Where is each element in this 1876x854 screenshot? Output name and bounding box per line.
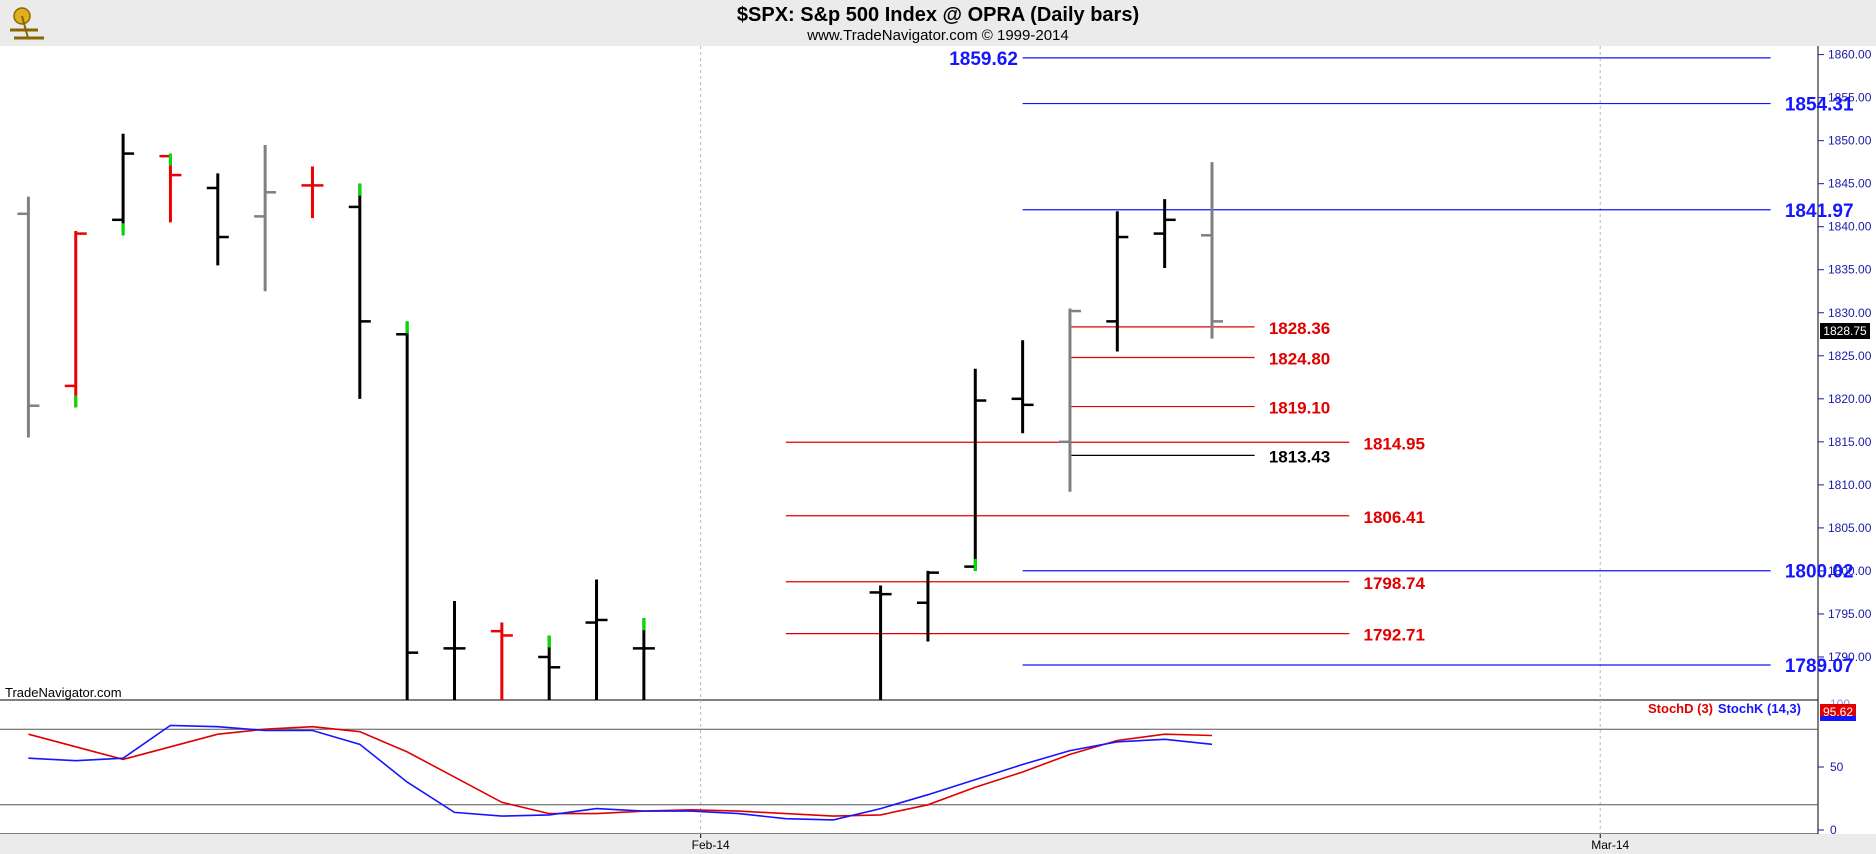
ohlc-bar bbox=[396, 321, 419, 700]
level-label-1789.07: 1789.07 bbox=[1785, 656, 1854, 677]
price-tick-label: 1805.00 bbox=[1828, 521, 1872, 535]
ohlc-bar bbox=[916, 570, 939, 642]
price-tick-label: 1815.00 bbox=[1828, 435, 1872, 449]
level-label-1814.95: 1814.95 bbox=[1364, 434, 1425, 453]
chart-title: $SPX: S&p 500 Index @ OPRA (Daily bars) bbox=[737, 4, 1139, 26]
last-price-badge-text: 1828.75 bbox=[1823, 324, 1867, 338]
ohlc-bar bbox=[1153, 199, 1176, 269]
chart-subtitle: www.TradeNavigator.com © 1999-2014 bbox=[806, 27, 1068, 44]
ohlc-bar bbox=[1201, 162, 1223, 339]
bottom-strip bbox=[0, 834, 1876, 854]
stoch-last-badge-text: 95.62 bbox=[1823, 705, 1853, 719]
price-tick-label: 1845.00 bbox=[1828, 177, 1872, 191]
price-tick-label: 1795.00 bbox=[1828, 607, 1872, 621]
level-label-1828.36: 1828.36 bbox=[1269, 319, 1330, 338]
ohlc-bar bbox=[869, 585, 892, 700]
price-axis-ticks: 1790.00 1795.00 1800.00 1805.00 1810.00 1815.… bbox=[1818, 48, 1872, 664]
last-price-badge bbox=[1820, 323, 1870, 339]
ohlc-bar bbox=[301, 166, 324, 219]
ohlc-bar bbox=[206, 173, 229, 266]
ohlc-bar bbox=[348, 183, 371, 399]
stoch-tick-label: 50 bbox=[1830, 760, 1844, 774]
watermark: TradeNavigator.com bbox=[5, 685, 122, 700]
level-label-1854.31: 1854.31 bbox=[1785, 95, 1854, 116]
ohlc-bar bbox=[538, 635, 561, 700]
price-tick-label: 1835.00 bbox=[1828, 263, 1872, 277]
ohlc-bar bbox=[159, 153, 182, 223]
stoch-tick-label: 0 bbox=[1830, 823, 1837, 837]
vertical-gridlines bbox=[700, 46, 1601, 834]
ohlc-bar bbox=[254, 144, 277, 292]
price-tick-label: 1790.00 bbox=[1828, 650, 1872, 664]
ohlc-bars bbox=[17, 133, 1223, 700]
level-label-1792.71: 1792.71 bbox=[1364, 626, 1425, 645]
ohlc-bar bbox=[632, 618, 655, 700]
ohlc-bar bbox=[443, 601, 466, 700]
level-label-1841.97: 1841.97 bbox=[1785, 201, 1854, 222]
x-tick-label: Mar-14 bbox=[1591, 838, 1629, 852]
x-axis-ticks: Feb-14 Mar-14 bbox=[692, 834, 1630, 852]
price-tick-label: 1830.00 bbox=[1828, 306, 1872, 320]
ohlc-bar bbox=[64, 231, 87, 408]
header-bar bbox=[0, 0, 1876, 46]
price-tick-label: 1800.00 bbox=[1828, 564, 1872, 578]
ohlc-bar bbox=[1058, 308, 1081, 492]
price-tick-label: 1820.00 bbox=[1828, 392, 1872, 406]
price-panel bbox=[0, 46, 1818, 700]
stochastic-panel: 050100 bbox=[0, 697, 1850, 837]
price-tick-label: 1850.00 bbox=[1828, 134, 1872, 148]
level-label-1813.43: 1813.43 bbox=[1269, 447, 1330, 466]
ohlc-bar bbox=[585, 579, 608, 700]
stoch-last-badge-under bbox=[1820, 716, 1856, 721]
level-label-1806.41: 1806.41 bbox=[1364, 508, 1425, 527]
level-label-1800.02: 1800.02 bbox=[1785, 562, 1854, 583]
logo-icon bbox=[10, 7, 44, 40]
stoch-k-line bbox=[28, 724, 1213, 821]
price-tick-label: 1825.00 bbox=[1828, 349, 1872, 363]
price-tick-label: 1860.00 bbox=[1828, 48, 1872, 62]
ohlc-bar bbox=[112, 133, 135, 236]
legend-stoch-k: StochK (14,3) bbox=[1718, 701, 1801, 716]
ohlc-bar bbox=[490, 622, 513, 700]
level-label-1859.62: 1859.62 bbox=[949, 49, 1018, 70]
x-tick-label: Feb-14 bbox=[692, 838, 730, 852]
ohlc-bar bbox=[1106, 211, 1129, 352]
price-tick-label: 1840.00 bbox=[1828, 220, 1872, 234]
price-levels: 1859.62 1854.31 1841.97 1828.36 1824.80 1819.… bbox=[785, 49, 1854, 677]
stoch-d-line bbox=[28, 725, 1213, 817]
legend-stoch-d: StochD (3) bbox=[1648, 701, 1713, 716]
ohlc-bar bbox=[17, 196, 40, 438]
ohlc-bar bbox=[964, 368, 987, 571]
price-tick-label: 1810.00 bbox=[1828, 478, 1872, 492]
price-tick-label: 1855.00 bbox=[1828, 91, 1872, 105]
level-label-1798.74: 1798.74 bbox=[1364, 574, 1426, 593]
ohlc-bar bbox=[1011, 340, 1034, 434]
level-label-1824.80: 1824.80 bbox=[1269, 350, 1330, 369]
level-label-1819.10: 1819.10 bbox=[1269, 399, 1330, 418]
